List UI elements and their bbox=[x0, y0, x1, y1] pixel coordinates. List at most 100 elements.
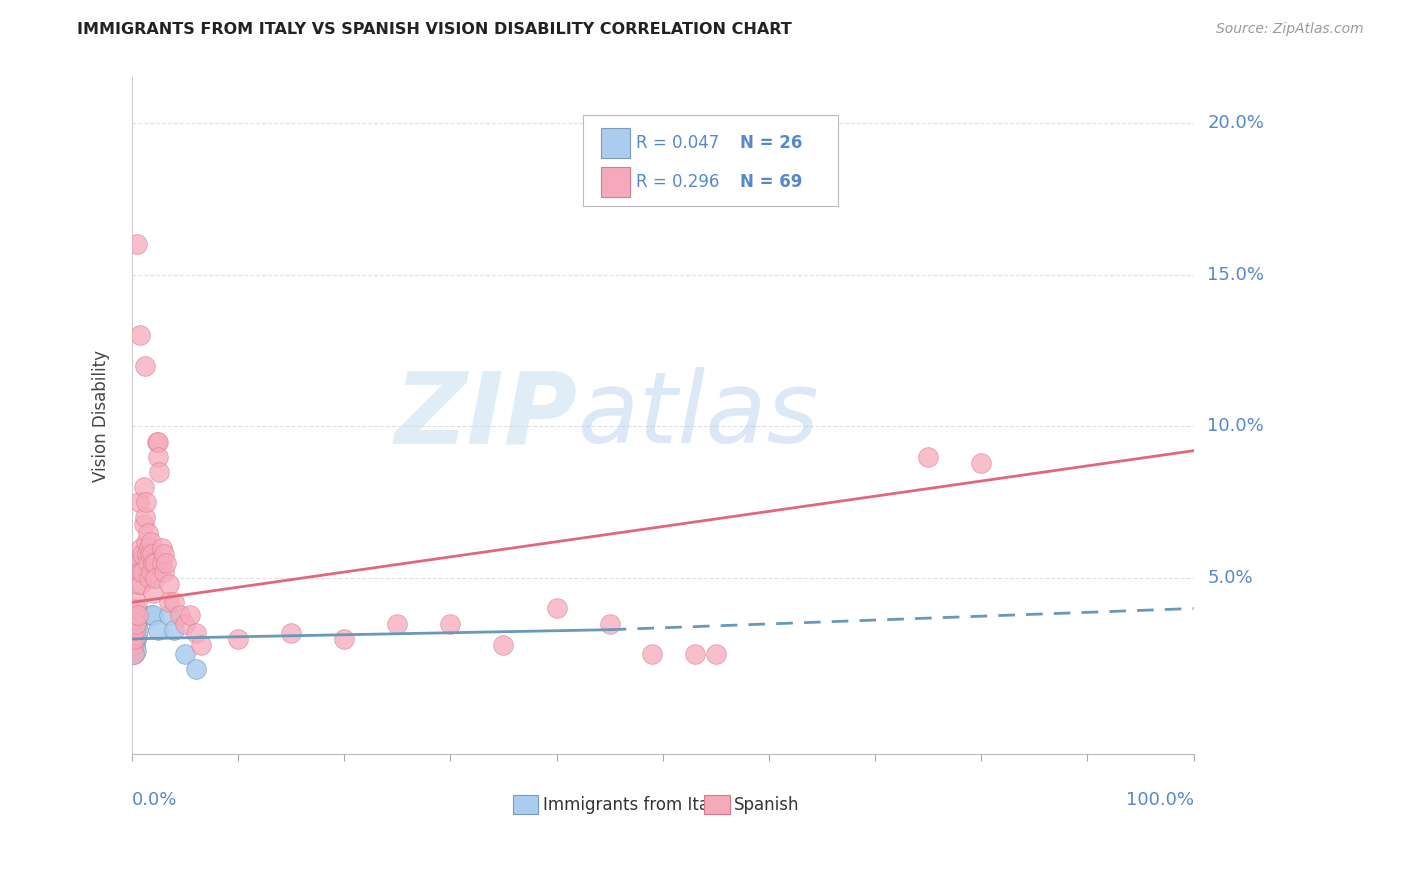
Point bbox=[122, 647, 145, 661]
Point bbox=[127, 237, 149, 252]
Point bbox=[333, 632, 356, 646]
Point bbox=[163, 623, 186, 637]
Text: Source: ZipAtlas.com: Source: ZipAtlas.com bbox=[1216, 22, 1364, 37]
Point bbox=[135, 547, 157, 561]
Point bbox=[546, 601, 568, 615]
Point bbox=[128, 556, 150, 570]
Point bbox=[184, 625, 207, 640]
Point bbox=[704, 647, 727, 661]
Point bbox=[127, 577, 149, 591]
Point bbox=[139, 534, 162, 549]
Point bbox=[125, 644, 148, 658]
Point bbox=[138, 541, 160, 555]
Point bbox=[127, 616, 149, 631]
Point bbox=[131, 547, 153, 561]
FancyBboxPatch shape bbox=[583, 115, 838, 206]
Point bbox=[148, 623, 170, 637]
Point bbox=[169, 607, 191, 622]
Point bbox=[174, 647, 197, 661]
Point bbox=[131, 553, 153, 567]
Point bbox=[174, 616, 197, 631]
Point bbox=[127, 629, 149, 643]
Text: 5.0%: 5.0% bbox=[1208, 569, 1253, 587]
Point bbox=[122, 647, 145, 661]
Point bbox=[155, 556, 177, 570]
Point bbox=[148, 465, 170, 479]
Point bbox=[280, 625, 302, 640]
Point bbox=[439, 616, 461, 631]
Point bbox=[131, 565, 153, 579]
Text: Spanish: Spanish bbox=[734, 796, 800, 814]
Text: N = 26: N = 26 bbox=[740, 134, 803, 153]
Text: R = 0.047: R = 0.047 bbox=[636, 134, 720, 153]
Point bbox=[122, 632, 145, 646]
Point bbox=[139, 565, 162, 579]
Point bbox=[190, 638, 212, 652]
Point bbox=[136, 556, 159, 570]
Point bbox=[163, 595, 186, 609]
Point bbox=[127, 623, 149, 637]
Point bbox=[132, 480, 155, 494]
Text: atlas: atlas bbox=[578, 368, 820, 464]
Point bbox=[150, 541, 173, 555]
Point bbox=[157, 577, 180, 591]
Point bbox=[641, 647, 664, 661]
Text: R = 0.296: R = 0.296 bbox=[636, 173, 720, 191]
Point bbox=[136, 556, 159, 570]
Y-axis label: Vision Disability: Vision Disability bbox=[93, 350, 110, 482]
Text: Immigrants from Italy: Immigrants from Italy bbox=[543, 796, 723, 814]
Point bbox=[141, 547, 163, 561]
Point bbox=[125, 601, 148, 615]
Point bbox=[129, 328, 152, 343]
Text: N = 69: N = 69 bbox=[740, 173, 803, 191]
Point bbox=[136, 525, 159, 540]
Point bbox=[970, 456, 993, 470]
Point bbox=[150, 556, 173, 570]
Point bbox=[157, 607, 180, 622]
Point bbox=[143, 556, 166, 570]
Point bbox=[139, 547, 162, 561]
FancyBboxPatch shape bbox=[513, 796, 538, 814]
Point bbox=[128, 556, 150, 570]
Text: 100.0%: 100.0% bbox=[1126, 791, 1194, 809]
Point bbox=[127, 607, 149, 622]
Point bbox=[683, 647, 706, 661]
Point bbox=[138, 571, 160, 585]
FancyBboxPatch shape bbox=[602, 167, 630, 197]
Point bbox=[132, 556, 155, 570]
Point bbox=[492, 638, 515, 652]
Point bbox=[124, 607, 146, 622]
Point bbox=[125, 632, 148, 646]
Point bbox=[184, 662, 207, 676]
Point bbox=[142, 586, 165, 600]
Point bbox=[134, 359, 156, 373]
Point bbox=[127, 607, 149, 622]
Point bbox=[148, 434, 170, 449]
Point bbox=[152, 565, 174, 579]
Point bbox=[179, 607, 201, 622]
Point bbox=[125, 616, 148, 631]
Point bbox=[127, 595, 149, 609]
Text: 0.0%: 0.0% bbox=[132, 791, 177, 809]
Point bbox=[146, 434, 169, 449]
Point bbox=[226, 632, 249, 646]
Point bbox=[148, 450, 170, 464]
Point bbox=[143, 571, 166, 585]
Point bbox=[132, 516, 155, 531]
Point bbox=[135, 495, 157, 509]
Text: 10.0%: 10.0% bbox=[1208, 417, 1264, 435]
Point bbox=[122, 625, 145, 640]
Point bbox=[157, 595, 180, 609]
Text: 20.0%: 20.0% bbox=[1208, 114, 1264, 132]
Point bbox=[122, 640, 145, 655]
Text: IMMIGRANTS FROM ITALY VS SPANISH VISION DISABILITY CORRELATION CHART: IMMIGRANTS FROM ITALY VS SPANISH VISION … bbox=[77, 22, 792, 37]
Point bbox=[124, 623, 146, 637]
Point bbox=[122, 629, 145, 643]
Point bbox=[387, 616, 409, 631]
Point bbox=[135, 534, 157, 549]
Point bbox=[139, 607, 162, 622]
Point bbox=[142, 607, 165, 622]
Point bbox=[152, 547, 174, 561]
Text: 15.0%: 15.0% bbox=[1208, 266, 1264, 284]
Point bbox=[131, 541, 153, 555]
